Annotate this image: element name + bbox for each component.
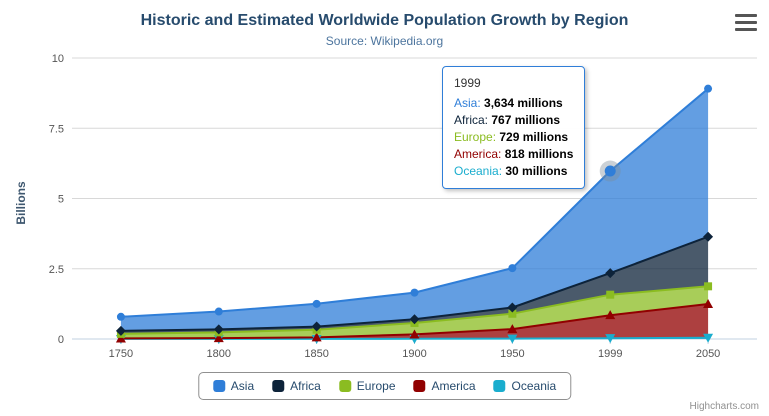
chart-subtitle: Source: Wikipedia.org [325,34,444,48]
tooltip-series-value: 729 millions [499,130,569,144]
tooltip-row-america: America: 818 millions [454,146,573,163]
area-series-africa[interactable] [120,236,709,334]
hamburger-line [735,21,757,24]
marker-america-1800[interactable] [213,333,224,343]
tooltip-row-oceania: Oceania: 30 millions [454,163,573,180]
tooltip-row-europe: Europe: 729 millions [454,129,573,146]
tooltip-series-value: 767 millions [491,113,561,127]
marker-america-1750[interactable] [115,333,126,343]
marker-america-1950[interactable] [507,324,518,334]
tooltip-rows: Asia: 3,634 millions Africa: 767 millions… [454,95,573,180]
y-axis-label: 0 [58,334,64,346]
x-axis-label: 1999 [598,348,622,360]
y-axis-label: 2.5 [49,264,64,276]
tooltip-row-asia: Asia: 3,634 millions [454,95,573,112]
legend-label: Africa [290,379,321,393]
tooltip-series-label: Africa: [454,113,492,127]
legend: Asia Africa Europe America Oceania [197,372,572,400]
legend-symbol [493,380,506,392]
tooltip-series-value: 3,634 millions [484,96,563,110]
marker-asia-1900[interactable] [410,288,419,297]
marker-africa-1850[interactable] [311,321,322,332]
area-series-america[interactable] [120,304,709,339]
tooltip-series-value: 818 millions [504,147,574,161]
marker-oceania-1999[interactable] [605,334,616,344]
legend-label: Europe [356,379,396,393]
legend-item-europe[interactable]: Europe [338,379,396,393]
x-axis-label: 1900 [402,348,426,360]
marker-africa-2050[interactable] [703,231,714,242]
y-axis-label: 10 [52,53,64,65]
marker-africa-1900[interactable] [409,314,420,325]
marker-america-2050[interactable] [703,298,714,308]
tooltip-series-label: America: [454,147,505,161]
marker-asia-1950[interactable] [508,264,517,273]
marker-america-1999[interactable] [605,310,616,320]
legend-item-asia[interactable]: Asia [212,379,255,393]
marker-asia-1750[interactable] [116,312,125,321]
x-axis-label: 1750 [109,348,133,360]
x-axis-label: 2050 [696,348,720,360]
tooltip-header: 1999 [454,76,481,90]
marker-asia-1999[interactable] [604,165,616,177]
hamburger-menu-icon[interactable] [735,14,757,31]
legend-symbol [272,380,285,392]
tooltip: 1999 Asia: 3,634 millions Africa: 767 mil… [442,66,586,189]
marker-america-1900[interactable] [409,329,420,339]
x-axis-label: 1850 [304,348,328,360]
marker-europe-1999[interactable] [606,290,615,299]
legend-item-africa[interactable]: Africa [272,379,321,393]
tooltip-row-africa: Africa: 767 millions [454,112,573,129]
x-axis-label: 1950 [500,348,524,360]
marker-oceania-1950[interactable] [507,334,518,344]
tooltip-series-value: 30 millions [505,164,568,178]
legend-item-oceania[interactable]: Oceania [493,379,557,393]
marker-asia-2050[interactable] [704,84,713,93]
marker-oceania-2050[interactable] [703,333,714,343]
marker-asia-1850[interactable] [312,299,321,308]
marker-europe-1950[interactable] [508,309,517,318]
legend-symbol [413,380,426,392]
hamburger-line [735,14,757,17]
y-axis-label: 7.5 [49,123,64,135]
credits-link[interactable]: Highcharts.com [689,401,759,412]
legend-symbol [338,380,351,392]
tooltip-series-label: Oceania: [454,164,506,178]
marker-africa-1950[interactable] [507,302,518,313]
marker-africa-1800[interactable] [213,324,224,335]
legend-label: America [431,379,476,393]
marker-asia-1800[interactable] [214,307,223,316]
tooltip-series-label: Europe: [454,130,500,144]
marker-africa-1999[interactable] [605,268,616,279]
x-axis-label: 1800 [207,348,231,360]
hamburger-line [735,28,757,31]
legend-item-america[interactable]: America [413,379,476,393]
legend-symbol [212,380,225,392]
marker-africa-1750[interactable] [115,325,126,336]
marker-europe-2050[interactable] [704,282,713,291]
area-series-asia[interactable] [120,88,709,331]
legend-label: Asia [230,379,255,393]
legend-label: Oceania [511,379,557,393]
marker-america-1850[interactable] [311,332,322,342]
y-axis-label: 5 [58,194,64,206]
tooltip-series-label: Asia: [454,96,485,110]
chart-title: Historic and Estimated Worldwide Populat… [140,12,629,29]
